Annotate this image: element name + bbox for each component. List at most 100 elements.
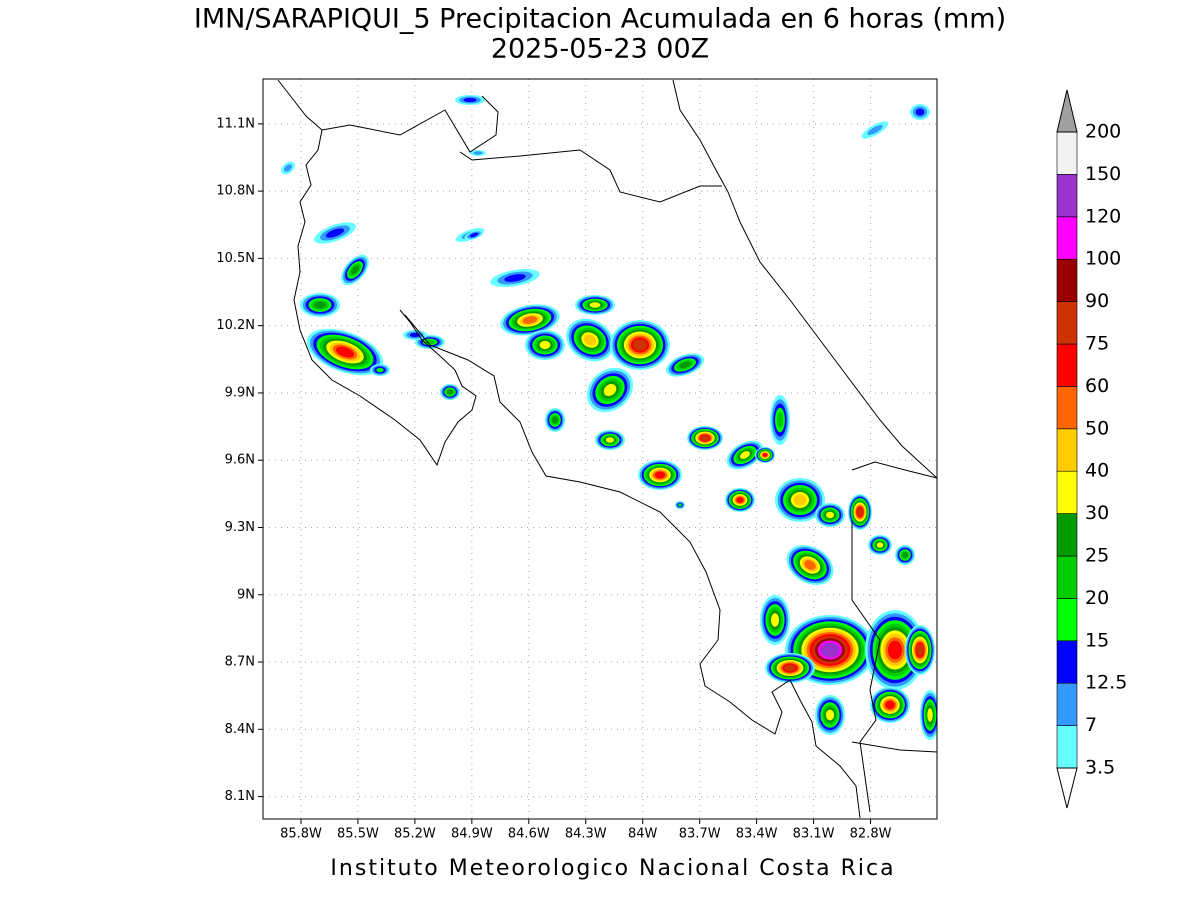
colorbar-label: 40 <box>1085 460 1109 482</box>
rain-contour <box>885 700 895 710</box>
rain-contour <box>887 640 903 660</box>
axes: 85.8W 85.5W 85.2W 84.9W 84.6W 84.3W 84W 83.7W 83… <box>216 116 891 841</box>
y-tick-label: 10.5N <box>216 251 255 266</box>
colorbar-segment <box>1056 513 1078 557</box>
rain-contour <box>915 108 925 116</box>
x-tick-label: 83.1W <box>793 827 835 842</box>
colorbar-segment <box>1056 174 1078 218</box>
colorbar-segment <box>1056 428 1078 472</box>
rain-contour <box>857 507 863 517</box>
nicaragua-border <box>459 149 722 203</box>
colorbar-label: 25 <box>1085 545 1109 567</box>
x-tick-label: 83.7W <box>679 827 721 842</box>
colorbar-segment <box>1056 640 1078 684</box>
colorbar-label: 100 <box>1085 248 1121 270</box>
x-tick-label: 82.8W <box>850 827 892 842</box>
y-tick-label: 8.7N <box>225 655 255 670</box>
rain-contour <box>825 709 835 721</box>
colorbar-segment <box>1056 301 1078 345</box>
caribbean-coast <box>672 79 937 479</box>
y-tick-label: 9N <box>237 587 255 602</box>
rain-contour <box>633 339 647 351</box>
y-tick-label: 9.6N <box>225 453 255 468</box>
rain-contour <box>736 497 744 503</box>
rain-contour <box>825 511 835 519</box>
colorbar-label: 20 <box>1085 587 1109 609</box>
footer: Instituto Meteorologico Nacional Costa R… <box>330 856 895 881</box>
y-tick-label: 10.8N <box>216 184 255 199</box>
colorbar-segment <box>1056 131 1078 175</box>
colorbar-label: 15 <box>1085 629 1109 651</box>
rain-contour <box>463 97 477 103</box>
rain-contour <box>447 389 453 395</box>
colorbar-segment <box>1056 598 1078 642</box>
subtitle: 2025-05-23 00Z <box>491 34 709 65</box>
rain-contour <box>336 346 354 358</box>
title: IMN/SARAPIQUI_5 Precipitacion Acumulada … <box>194 4 1006 35</box>
rain-contour <box>927 708 933 722</box>
rain-contour <box>325 228 345 238</box>
colorbar-label: 50 <box>1085 417 1109 439</box>
colorbar-label: 75 <box>1085 333 1109 355</box>
x-tick-label: 85.2W <box>394 827 436 842</box>
rain-contour <box>603 383 617 397</box>
y-tick-label: 8.4N <box>225 722 255 737</box>
pacific-coast <box>277 79 477 467</box>
gulf-coast <box>404 314 861 819</box>
panama-border <box>851 520 881 813</box>
y-tick-label: 10.2N <box>216 318 255 333</box>
y-tick-label: 11.1N <box>216 116 255 131</box>
y-tick-label: 8.1N <box>225 789 255 804</box>
colorbar-label: 120 <box>1085 205 1121 227</box>
colorbar-under <box>1056 767 1078 809</box>
x-tick-label: 85.5W <box>337 827 379 842</box>
rain-contour <box>916 644 924 656</box>
rain-contour <box>284 164 292 172</box>
rain-contour <box>376 367 384 373</box>
colorbar-segment <box>1056 386 1078 430</box>
colorbar-label: 150 <box>1085 163 1121 185</box>
rain-contour <box>700 435 710 441</box>
colorbar: 3.5 7 12.5 15 20 25 30 40 50 60 75 90 100 120 150 200 <box>1056 89 1127 809</box>
rain-contour <box>740 451 750 459</box>
rain-contour <box>522 316 538 324</box>
rain-contour <box>473 151 483 155</box>
rain-contour <box>820 642 840 658</box>
rain-contour <box>314 301 326 309</box>
rain-contour <box>770 613 780 627</box>
x-tick-label: 85.8W <box>280 827 322 842</box>
rain-contour <box>902 552 908 558</box>
rain-contour <box>654 471 666 479</box>
coastlines <box>277 79 937 819</box>
rain-contour <box>350 265 360 275</box>
colorbar-label: 60 <box>1085 375 1109 397</box>
colorbar-label: 30 <box>1085 502 1109 524</box>
colorbar-segment <box>1056 555 1078 599</box>
colorbar-segment <box>1056 725 1078 769</box>
rain-contour <box>583 334 597 346</box>
rain-contour <box>552 416 558 424</box>
colorbar-label: 12.5 <box>1085 672 1127 694</box>
rain-contour <box>793 494 807 506</box>
map-frame <box>262 78 938 820</box>
colorbar-over <box>1056 89 1078 133</box>
rain-contour <box>679 361 691 369</box>
colorbar-segment <box>1056 682 1078 726</box>
colorbar-label: 3.5 <box>1085 757 1115 779</box>
colorbar-label: 200 <box>1085 121 1121 143</box>
y-tick-label: 9.3N <box>225 520 255 535</box>
precipitation-field <box>281 95 937 740</box>
rain-contour <box>784 664 796 672</box>
x-tick-label: 84W <box>628 827 658 842</box>
rain-contour <box>762 453 768 457</box>
rain-contour <box>876 542 884 548</box>
rain-contour <box>469 232 479 238</box>
y-tick-label: 9.9N <box>225 385 255 400</box>
rain-contour <box>678 503 682 507</box>
colorbar-segment <box>1056 470 1078 514</box>
colorbar-segment <box>1056 216 1078 260</box>
x-tick-label: 84.9W <box>451 827 493 842</box>
x-tick-label: 84.3W <box>565 827 607 842</box>
x-tick-label: 83.4W <box>736 827 778 842</box>
